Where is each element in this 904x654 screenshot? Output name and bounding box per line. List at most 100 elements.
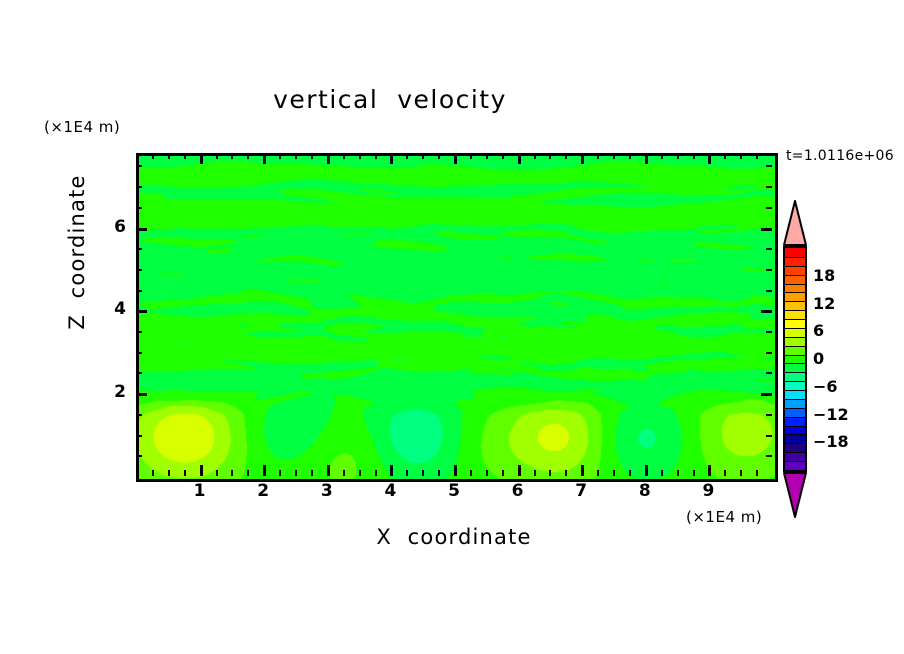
x-minor-tick <box>534 153 536 159</box>
x-tick-label: 7 <box>575 481 588 501</box>
y-tick-label: 6 <box>114 216 126 237</box>
x-minor-tick <box>343 470 345 476</box>
x-minor-tick <box>359 470 361 476</box>
colorbar-band <box>785 265 805 276</box>
colorbar-bottom-arrow-icon <box>783 472 807 518</box>
colorbar-band <box>785 461 805 471</box>
x-major-tick <box>263 153 266 164</box>
x-minor-tick <box>724 470 726 476</box>
colorbar-band <box>785 292 805 302</box>
y-minor-tick <box>766 455 772 457</box>
x-minor-tick <box>311 153 313 159</box>
colorbar-tick-label: 18 <box>813 265 836 285</box>
y-minor-tick <box>136 186 142 188</box>
y-minor-tick <box>766 352 772 354</box>
x-minor-tick <box>565 153 567 159</box>
y-minor-tick <box>136 372 142 374</box>
colorbar-band <box>785 345 805 356</box>
x-minor-tick <box>438 470 440 476</box>
y-minor-tick <box>766 290 772 292</box>
x-major-tick <box>581 465 584 476</box>
colorbar-top-arrow <box>783 200 807 246</box>
x-minor-tick <box>343 153 345 159</box>
x-minor-tick <box>406 470 408 476</box>
x-tick-label: 8 <box>638 481 651 501</box>
x-minor-tick <box>231 153 233 159</box>
colorbar-band <box>785 256 805 267</box>
x-minor-tick <box>597 153 599 159</box>
colorbar-band-divider <box>785 319 805 321</box>
y-tick-label: 2 <box>114 382 126 403</box>
x-minor-tick <box>152 153 154 159</box>
x-minor-tick <box>486 470 488 476</box>
x-minor-tick <box>184 470 186 476</box>
y-minor-tick <box>136 248 142 250</box>
colorbar-band <box>785 363 805 373</box>
x-major-tick <box>263 465 266 476</box>
x-tick-label: 2 <box>257 481 270 501</box>
y-minor-tick <box>766 186 772 188</box>
colorbar-band <box>785 274 805 284</box>
y-minor-tick <box>766 165 772 167</box>
x-minor-tick <box>295 153 297 159</box>
colorbar-band-divider <box>785 398 805 400</box>
x-major-tick <box>645 153 648 164</box>
y-major-tick <box>136 228 147 231</box>
x-minor-tick <box>502 470 504 476</box>
colorbar-band-divider <box>785 336 805 338</box>
colorbar-band <box>785 398 805 409</box>
colorbar-band-divider <box>785 345 805 347</box>
colorbar-band-divider <box>785 265 805 267</box>
x-minor-tick <box>756 470 758 476</box>
x-minor-tick <box>279 470 281 476</box>
y-minor-tick <box>136 290 142 292</box>
colorbar-band-divider <box>785 274 805 276</box>
colorbar-band <box>785 390 805 400</box>
x-tick-label: 5 <box>448 481 460 501</box>
colorbar-band-divider <box>785 390 805 392</box>
colorbar-band <box>785 336 805 347</box>
colorbar-tick-label: 6 <box>813 321 825 341</box>
colorbar-tick-label: −6 <box>813 376 838 396</box>
colorbar-band <box>785 407 805 418</box>
x-major-tick <box>390 465 393 476</box>
x-minor-tick <box>422 153 424 159</box>
colorbar-band <box>785 425 805 435</box>
x-minor-tick <box>549 470 551 476</box>
x-minor-tick <box>406 153 408 159</box>
y-axis-unit-label: (×1E4 m) <box>44 118 121 136</box>
y-minor-tick <box>136 435 142 437</box>
x-major-tick <box>581 153 584 164</box>
x-minor-tick <box>486 153 488 159</box>
x-minor-tick <box>216 470 218 476</box>
colorbar-tick-label: −12 <box>813 404 849 424</box>
y-major-tick <box>761 228 772 231</box>
colorbar-band-divider <box>785 434 805 436</box>
y-minor-tick <box>136 414 142 416</box>
colorbar-band <box>785 381 805 391</box>
colorbar-band-divider <box>785 256 805 258</box>
x-major-tick <box>454 153 457 164</box>
x-minor-tick <box>677 153 679 159</box>
colorbar-band-divider <box>785 327 805 329</box>
y-minor-tick <box>766 269 772 271</box>
contour-plot-area <box>136 153 778 482</box>
colorbar-band-divider <box>785 461 805 463</box>
y-major-tick <box>761 393 772 396</box>
colorbar-band <box>785 310 805 320</box>
vertical-velocity-field <box>139 156 775 479</box>
colorbar-bottom-arrow <box>783 472 807 518</box>
x-minor-tick <box>565 470 567 476</box>
x-minor-tick <box>613 153 615 159</box>
colorbar-band <box>785 452 805 462</box>
page-title: vertical velocity <box>273 85 507 114</box>
colorbar-tick-label: −18 <box>813 432 849 452</box>
colorbar <box>783 200 807 518</box>
x-major-tick <box>454 465 457 476</box>
y-major-tick <box>136 310 147 313</box>
x-minor-tick <box>422 470 424 476</box>
x-major-tick <box>200 465 203 476</box>
colorbar-band <box>785 283 805 293</box>
colorbar-tick-label: 12 <box>813 293 836 313</box>
